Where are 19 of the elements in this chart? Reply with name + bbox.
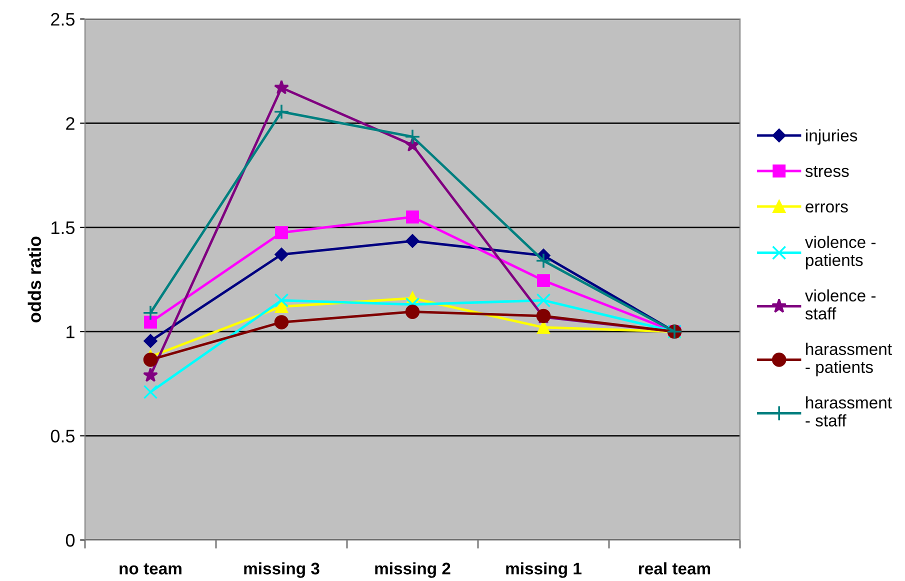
- legend-label: harassment - staff: [806, 396, 892, 426]
- legend-label: errors: [806, 203, 848, 213]
- x-tick-label: missing 1: [506, 562, 582, 578]
- y-tick-label: 2.5: [51, 12, 75, 26]
- y-tick-label: 1: [66, 326, 74, 338]
- x-tick-label: missing 2: [375, 562, 450, 578]
- legend-label: violence - staff: [805, 289, 876, 320]
- legend-label: violence - patients: [805, 236, 876, 270]
- y-tick-label: 0: [66, 534, 75, 547]
- x-tick-label: missing 3: [244, 562, 320, 578]
- x-tick-label: real team: [639, 562, 710, 574]
- y-tick-label: 2: [66, 117, 74, 130]
- legend-label: injuries: [806, 129, 858, 145]
- legend-label: harassment - patients: [806, 342, 892, 376]
- y-tick-label: 1.5: [52, 222, 75, 234]
- y-tick-label: 0.5: [50, 430, 75, 443]
- legend-label: stress: [805, 166, 849, 177]
- y-axis-title: odds ratio: [28, 236, 42, 322]
- x-tick-label: no team: [120, 563, 182, 574]
